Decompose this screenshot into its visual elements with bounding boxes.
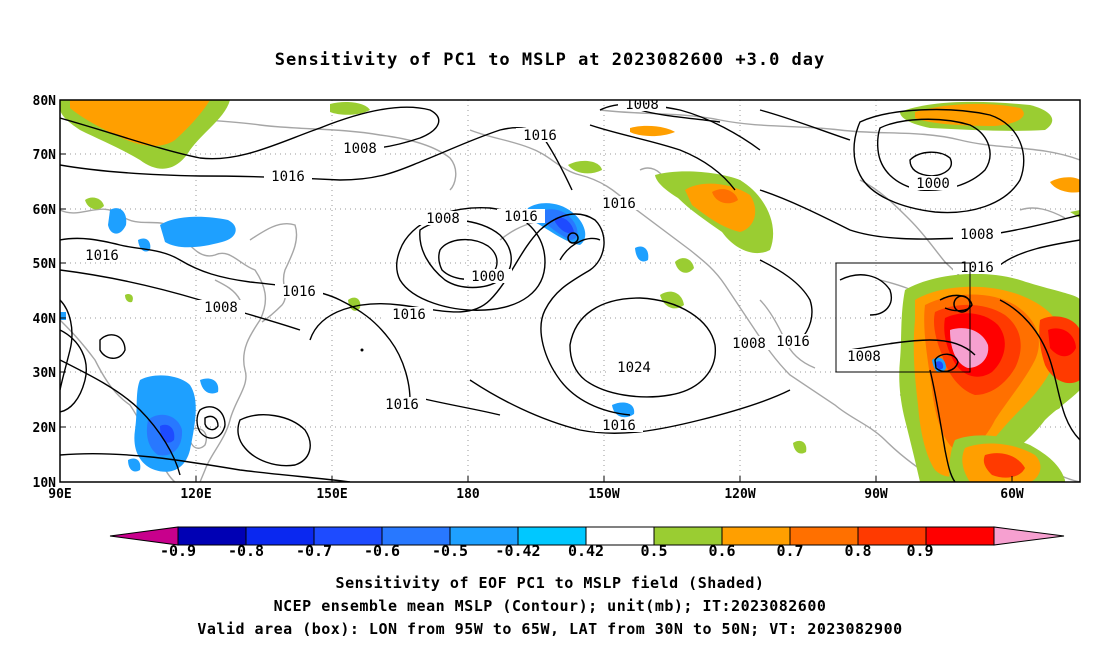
lat-label: 20N <box>33 421 57 436</box>
colorbar-label: -0.8 <box>228 542 264 560</box>
lat-label: 30N <box>33 366 57 381</box>
lon-label: 150E <box>316 487 347 502</box>
contour-label: 1000 <box>916 176 950 192</box>
contour-label: 1008 <box>625 97 659 113</box>
contour-label: 1024 <box>617 360 651 376</box>
contour-label: 1016 <box>602 418 636 434</box>
map-title: Sensitivity of PC1 to MSLP at 2023082600… <box>274 50 826 70</box>
colorbar-label: -0.5 <box>432 542 468 560</box>
contour-label: 1016 <box>282 284 316 300</box>
contour-label: 1008 <box>732 336 766 352</box>
lon-label: 120E <box>180 487 211 502</box>
colorbar-label: -0.7 <box>296 542 332 560</box>
lon-axis-labels: 90E 120E 150E 180 150W 120W 90W 60W <box>48 487 1024 502</box>
colorbar <box>109 526 1065 546</box>
axis-ticks <box>60 153 1013 482</box>
lon-label: 120W <box>724 487 755 502</box>
contour-label: 1008 <box>426 211 460 227</box>
lat-label: 40N <box>33 312 57 327</box>
lat-axis-labels: 80N 70N 60N 50N 40N 30N 20N 10N <box>33 94 57 491</box>
map-frame <box>59 99 1081 483</box>
contour-label: 1000 <box>471 269 505 285</box>
colorbar-label: 0.5 <box>640 542 667 560</box>
contour-label: 1016 <box>85 248 119 264</box>
colorbar-label: 0.7 <box>776 542 803 560</box>
contour-label: 1008 <box>204 300 238 316</box>
lon-label: 90W <box>864 487 888 502</box>
colorbar-labels: -0.9 -0.8 -0.7 -0.6 -0.5 -0.42 0.42 0.5 … <box>160 542 934 560</box>
contour-label: 1016 <box>523 128 557 144</box>
lon-label: 180 <box>456 487 480 502</box>
sensitivity-shading <box>60 100 1080 482</box>
colorbar-segment <box>925 526 995 546</box>
caption-contour: NCEP ensemble mean MSLP (Contour); unit(… <box>273 597 827 615</box>
lat-label: 50N <box>33 257 57 272</box>
colorbar-label: -0.6 <box>364 542 400 560</box>
contour-label: 1008 <box>960 227 994 243</box>
colorbar-arrow-right <box>993 526 1065 546</box>
lon-label: 150W <box>588 487 619 502</box>
lat-label: 70N <box>33 148 57 163</box>
lon-label: 60W <box>1000 487 1024 502</box>
contour-label: 1016 <box>504 209 538 225</box>
contour-label: 1016 <box>602 196 636 212</box>
colorbar-label: 0.42 <box>568 542 604 560</box>
colorbar-label: 0.9 <box>906 542 933 560</box>
valid-area-box <box>835 262 971 373</box>
contour-labels: 1008 1016 1008 1016 1016 1008 1016 1016 … <box>85 97 994 434</box>
colorbar-label: 0.6 <box>708 542 735 560</box>
lon-label: 90E <box>48 487 71 502</box>
lat-label: 10N <box>33 476 57 491</box>
contour-label: 1016 <box>271 169 305 185</box>
lat-label: 80N <box>33 94 57 109</box>
contour-label: 1008 <box>343 141 377 157</box>
caption-valid-area: Valid area (box): LON from 95W to 65W, L… <box>197 620 903 638</box>
lat-label: 60N <box>33 203 57 218</box>
caption-shading: Sensitivity of EOF PC1 to MSLP field (Sh… <box>335 574 765 592</box>
contour-label: 1016 <box>392 307 426 323</box>
colorbar-label: -0.9 <box>160 542 196 560</box>
colorbar-label: 0.8 <box>844 542 871 560</box>
colorbar-label: -0.42 <box>495 542 540 560</box>
contour-label: 1008 <box>847 349 881 365</box>
contour-label: 1016 <box>776 334 810 350</box>
contour-label: 1016 <box>385 397 419 413</box>
contour-label: 1016 <box>960 260 994 276</box>
